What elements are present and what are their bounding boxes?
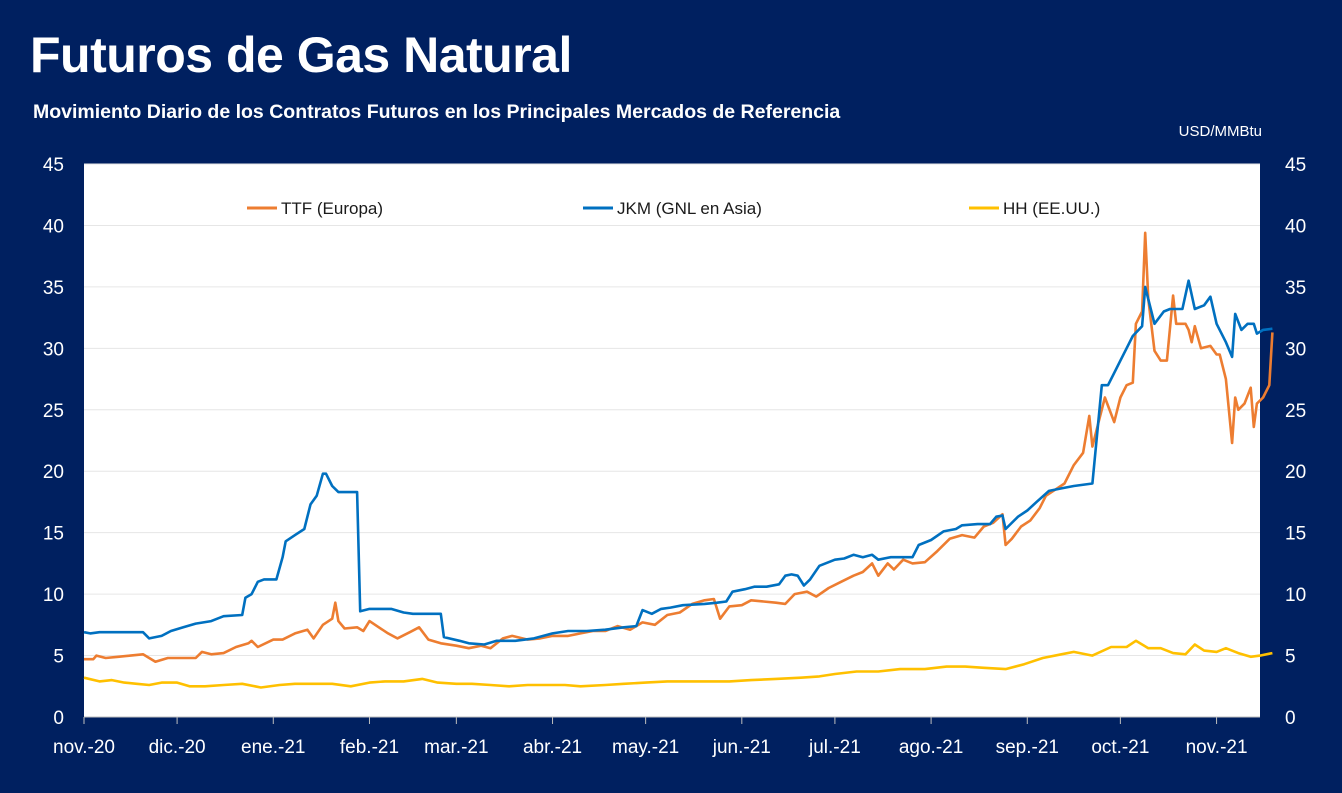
x-tick-label: oct.-21 bbox=[1091, 737, 1149, 758]
x-tick-label: jun.-21 bbox=[712, 737, 771, 758]
y-tick-label-left: 30 bbox=[43, 339, 64, 360]
x-tick-label: feb.-21 bbox=[340, 737, 399, 758]
y-tick-label-right: 45 bbox=[1285, 155, 1306, 176]
series-lines bbox=[83, 231, 1274, 689]
y-tick-label-left: 20 bbox=[43, 462, 64, 483]
y-tick-label-right: 10 bbox=[1285, 585, 1306, 606]
unit-label: USD/MMBtu bbox=[1178, 123, 1262, 140]
x-tick-label: jul.-21 bbox=[808, 737, 861, 758]
legend-label: HH (EE.UU.) bbox=[1003, 199, 1100, 218]
series-line-ttf bbox=[84, 231, 1274, 663]
y-tick-label-left: 35 bbox=[43, 278, 64, 299]
y-tick-label-left: 15 bbox=[43, 524, 64, 545]
x-tick-label: sep.-21 bbox=[996, 737, 1059, 758]
y-tick-label-left: 5 bbox=[53, 647, 64, 668]
y-tick-label-right: 40 bbox=[1285, 216, 1306, 237]
gridlines bbox=[84, 163, 1260, 657]
x-tick-label: may.-21 bbox=[612, 737, 679, 758]
y-tick-label-left: 0 bbox=[53, 708, 64, 729]
x-tick-label: nov.-20 bbox=[53, 737, 115, 758]
legend: TTF (Europa) JKM (GNL en Asia) HH (EE.UU.) bbox=[247, 199, 1100, 218]
y-tick-label-right: 15 bbox=[1285, 524, 1306, 545]
x-tick-label: ago.-21 bbox=[899, 737, 963, 758]
x-tick-label: ene.-21 bbox=[241, 737, 305, 758]
y-tick-label-left: 25 bbox=[43, 401, 64, 422]
chart-subtitle: Movimiento Diario de los Contratos Futur… bbox=[33, 101, 841, 123]
series-line-hh bbox=[83, 639, 1273, 689]
y-tick-label-right: 35 bbox=[1285, 278, 1306, 299]
y-tick-label-right: 5 bbox=[1285, 647, 1296, 668]
x-tick-label: nov.-21 bbox=[1186, 737, 1248, 758]
y-tick-label-right: 0 bbox=[1285, 708, 1296, 729]
y-tick-label-left: 45 bbox=[43, 155, 64, 176]
x-tick-label: abr.-21 bbox=[523, 737, 582, 758]
legend-label: TTF (Europa) bbox=[281, 199, 383, 218]
y-tick-label-right: 20 bbox=[1285, 462, 1306, 483]
y-tick-label-right: 25 bbox=[1285, 401, 1306, 422]
chart-title: Futuros de Gas Natural bbox=[30, 27, 572, 83]
series-line-jkm bbox=[83, 279, 1273, 646]
x-tick-label: dic.-20 bbox=[149, 737, 206, 758]
axes: 0 0 5 5 10 10 15 15 20 20 25 25 30 30 35 35 40 40 45 45 nov.… bbox=[43, 155, 1306, 758]
y-tick-label-left: 10 bbox=[43, 585, 64, 606]
y-tick-label-right: 30 bbox=[1285, 339, 1306, 360]
legend-label: JKM (GNL en Asia) bbox=[617, 199, 762, 218]
plot-area bbox=[84, 164, 1260, 717]
y-tick-label-left: 40 bbox=[43, 216, 64, 237]
x-tick-label: mar.-21 bbox=[424, 737, 488, 758]
